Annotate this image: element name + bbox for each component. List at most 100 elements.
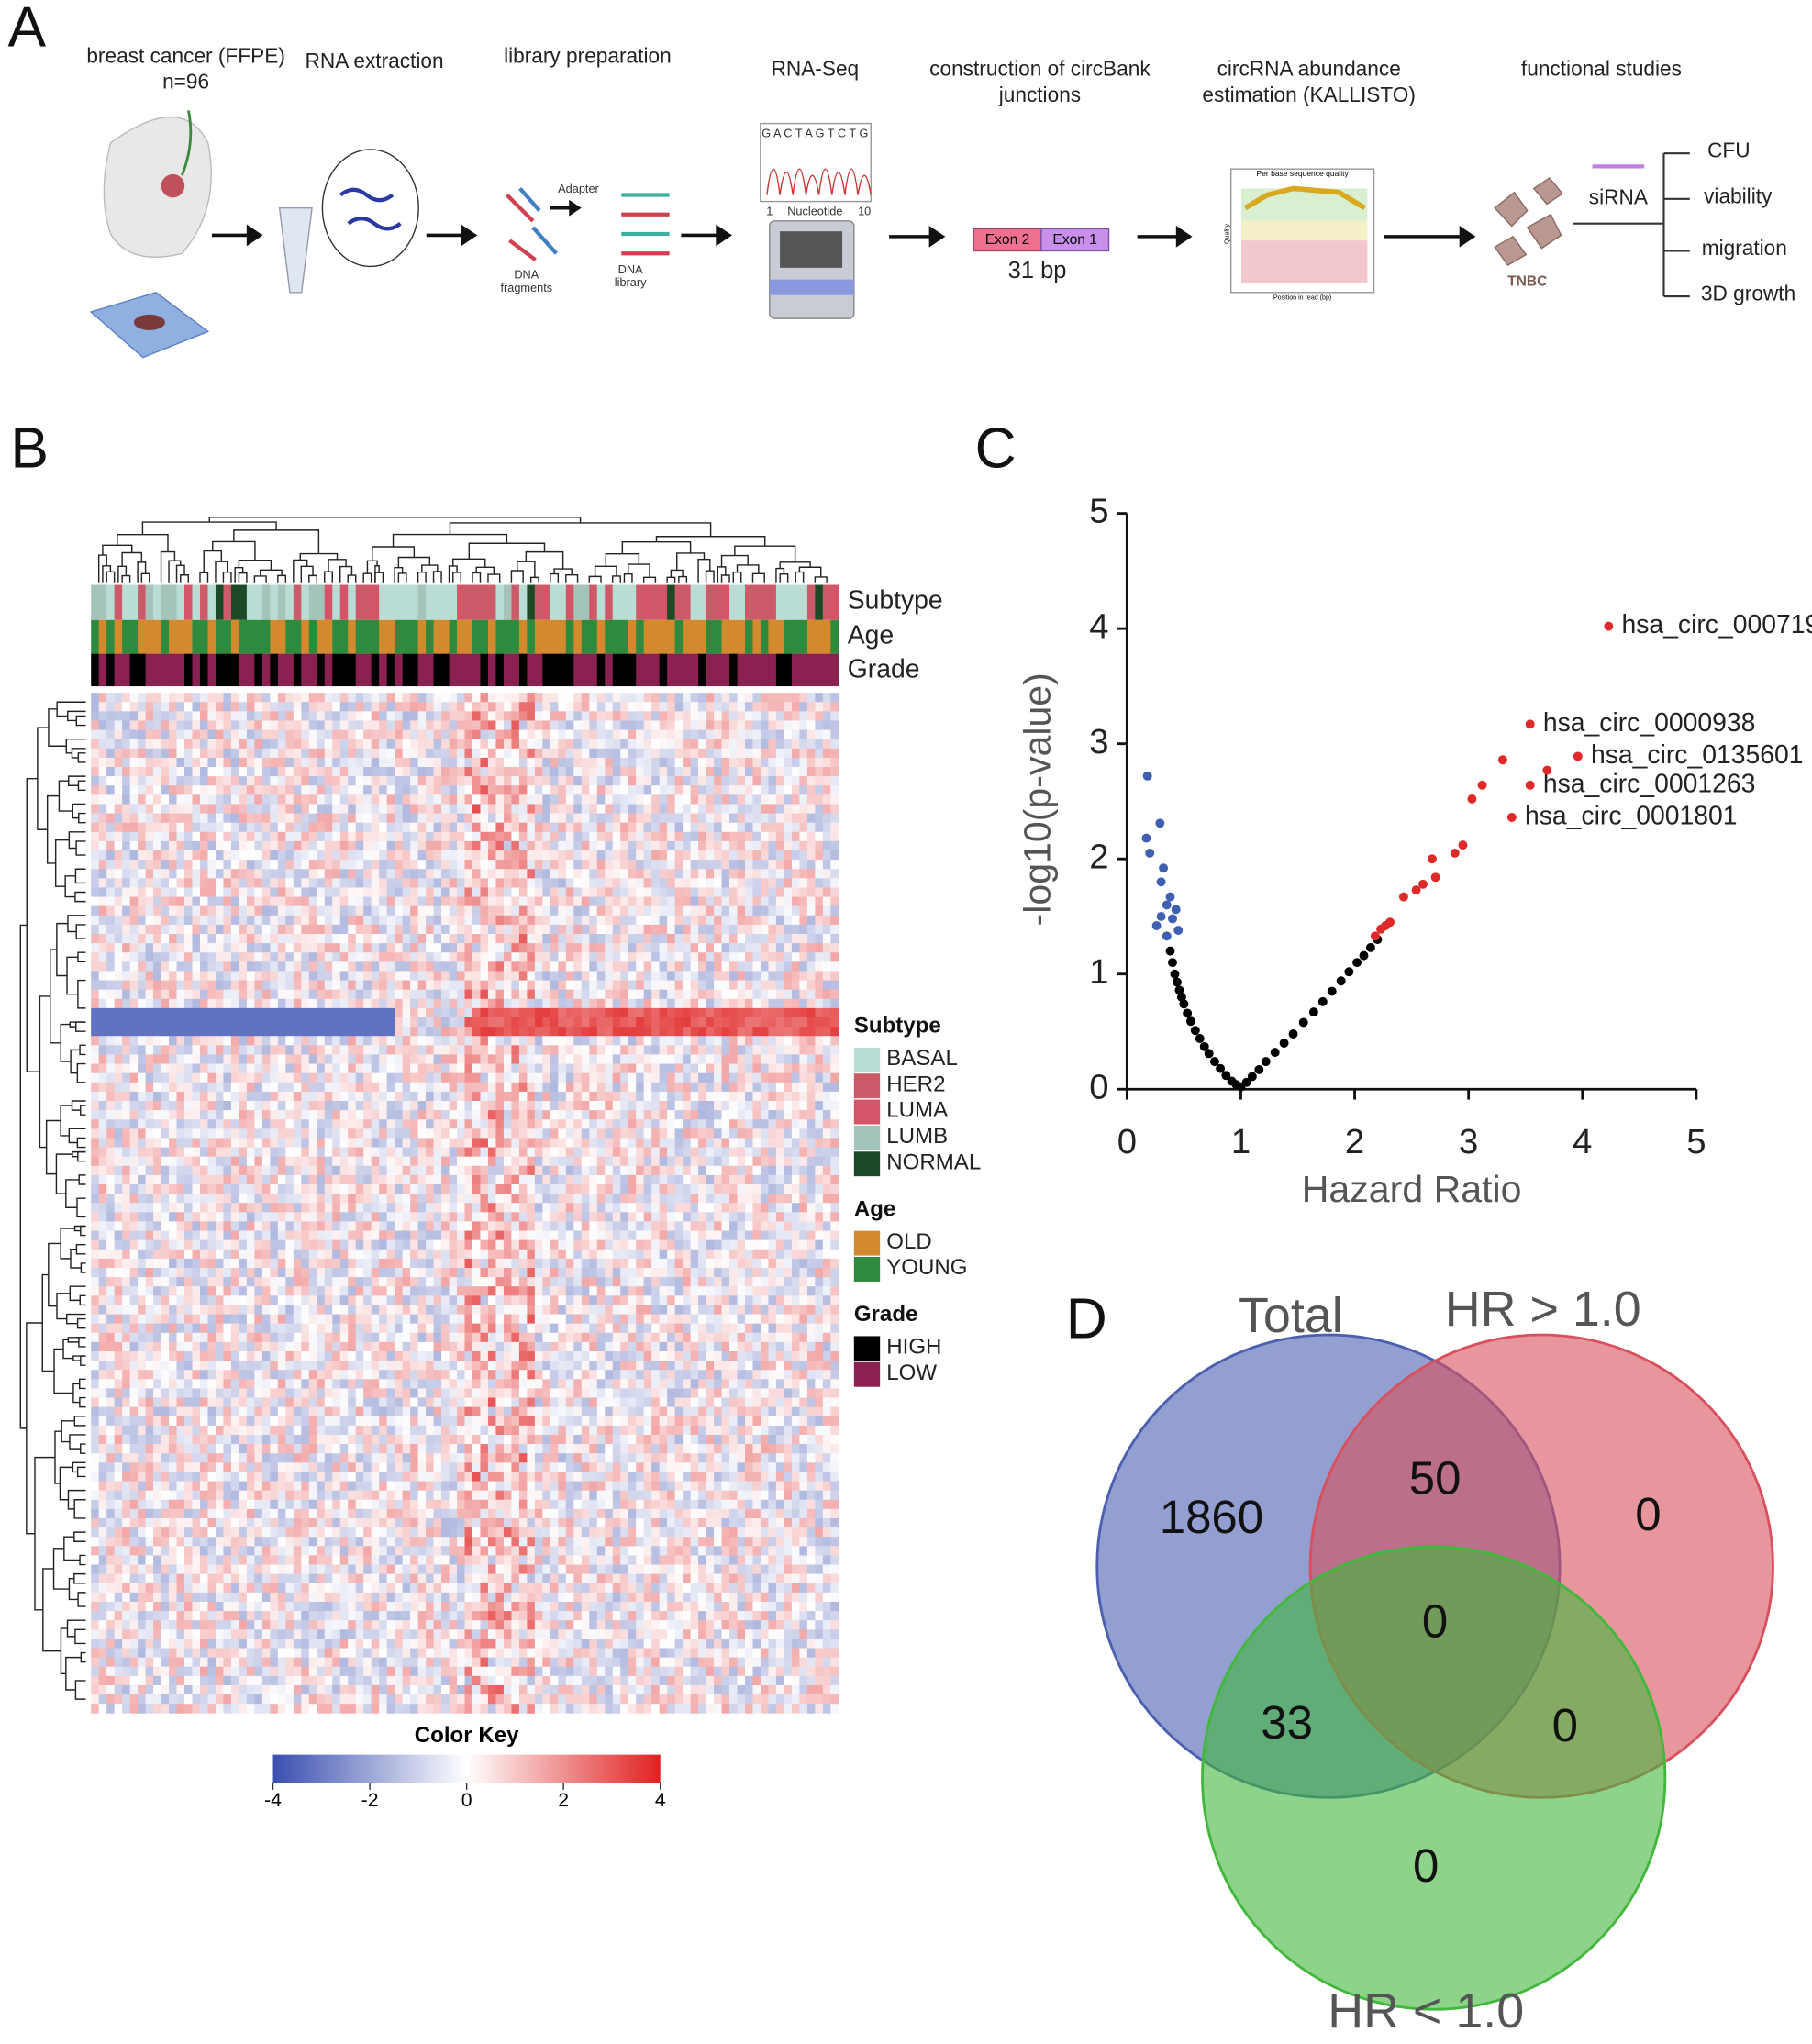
heatmap-cell [426,693,434,703]
heatmap-cell [565,813,574,824]
heatmap-cell [784,1147,793,1158]
heatmap-cell [760,720,769,731]
heatmap-cell [324,804,333,814]
heatmap-cell [683,776,692,786]
heatmap-cell [184,860,193,870]
heatmap-cell [558,748,567,759]
heatmap-cell [161,1128,170,1139]
heatmap-cell [457,1082,465,1093]
heatmap-cell [737,961,746,972]
heatmap-cell [457,915,465,926]
heatmap-cell [706,887,715,897]
heatmap-cell [293,794,302,805]
heatmap-cell [402,757,411,768]
heatmap-cell [518,1072,528,1083]
heatmap-cell [254,905,263,916]
heatmap-cell [628,924,637,935]
heatmap-cell [324,915,333,926]
heatmap-cell [487,1082,496,1093]
heatmap-cell [511,813,520,824]
heatmap-cell [91,943,100,953]
heatmap-cell [246,757,255,768]
heatmap-cell [277,1017,286,1028]
heatmap-cell [433,878,442,888]
heatmap-cell [270,905,279,916]
heatmap-cell [106,813,116,824]
heatmap-cell [643,971,652,981]
heatmap-cell [714,831,722,842]
heatmap-cell [449,831,458,842]
heatmap-cell [230,961,239,972]
duct-icon [181,110,193,176]
heatmap-cell [261,998,271,1009]
heatmap-cell [581,915,590,926]
heatmap-cell [410,813,419,824]
heatmap-cell [254,1072,263,1083]
heatmap-cell [791,869,800,879]
heatmap-cell [534,831,543,842]
heatmap-cell [659,757,668,768]
heatmap-cell [503,1036,512,1046]
heatmap-cell [596,1147,606,1158]
heatmap-cell [301,896,310,907]
heatmap-cell [91,693,100,703]
heatmap-cell [192,822,201,833]
heatmap-cell [721,1110,730,1120]
heatmap-cell [784,869,793,879]
heatmap-cell [822,702,831,712]
heatmap-cell [527,693,536,703]
heatmap-cell [285,952,295,962]
heatmap-cell [815,757,824,768]
heatmap-cell [605,924,614,935]
heatmap-cell [449,757,458,768]
heatmap-cell [822,1045,831,1055]
heatmap-cell [98,961,107,972]
heatmap-cell [605,720,614,731]
heatmap-cell [339,794,349,805]
heatmap-cell [433,952,442,962]
heatmap-cell [410,998,419,1009]
heatmap-cell [199,915,208,926]
heatmap-cell [426,767,434,777]
heatmap-cell [402,1128,411,1139]
heatmap-cell [145,785,154,795]
heatmap-cell [706,934,715,944]
quality-band [1241,188,1368,221]
heatmap-cell [464,989,473,1000]
heatmap-cell [550,840,559,851]
heatmap-cell [815,961,824,972]
heatmap-cell [573,887,583,897]
heatmap-cell [511,1100,520,1111]
heatmap-cell [317,989,326,1000]
heatmap-cell [518,998,528,1009]
heatmap-cell [651,804,661,814]
heatmap-cell [706,905,715,916]
heatmap-cell [737,850,746,861]
heatmap-cell [565,767,574,777]
heatmap-cell [503,1119,512,1129]
heatmap-cell [308,850,317,861]
heatmap-cell [223,1007,232,1018]
heatmap-cell [433,869,442,879]
heatmap-cell [487,776,496,786]
heatmap-cell [230,905,239,916]
heatmap-cell [581,860,590,870]
heatmap-cell [511,952,520,962]
heatmap-cell [114,989,123,1000]
heatmap-cell [550,804,559,814]
heatmap-cell [324,822,333,833]
heatmap-cell [815,813,824,824]
heatmap-cell [744,869,753,879]
heatmap-cell [184,776,193,786]
heatmap-cell [386,1007,395,1018]
heatmap-cell [293,1110,302,1120]
heatmap-cell [395,711,404,721]
heatmap-cell [417,1027,427,1037]
heatmap-cell [215,840,224,851]
heatmap-cell [752,1007,761,1018]
heatmap-cell [371,878,380,888]
heatmap-cell [192,850,201,861]
heatmap-cell [775,971,784,981]
heatmap-cell [596,776,606,786]
heatmap-cell [589,887,598,897]
